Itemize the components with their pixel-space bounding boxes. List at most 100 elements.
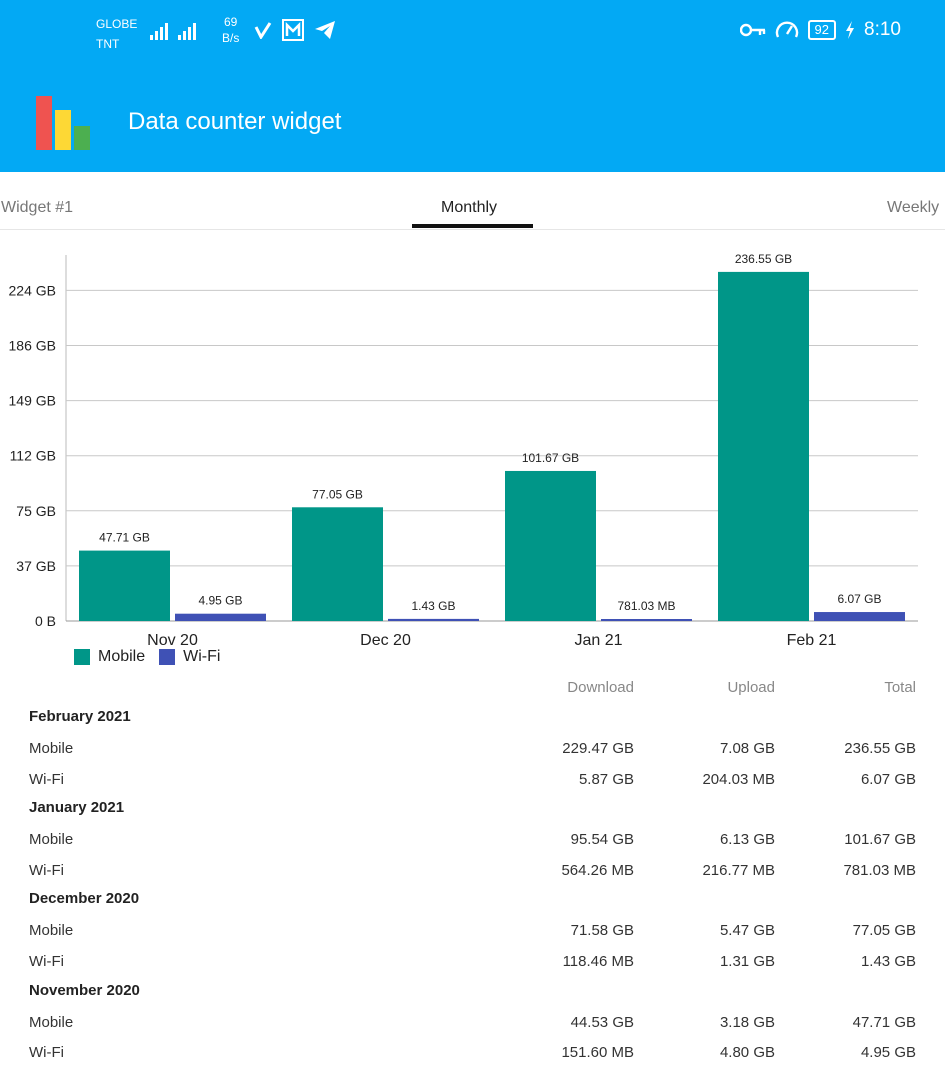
legend-label-wifi: Wi-Fi <box>183 648 221 665</box>
total-cell: 4.95 GB <box>860 1044 916 1062</box>
legend-item-mobile: Mobile <box>74 648 145 666</box>
total-cell: 236.55 GB <box>844 740 916 757</box>
y-tick-label: 75 GB <box>16 503 56 519</box>
table-row: Mobile 229.47 GB 7.08 GB 236.55 GB <box>0 733 945 764</box>
bar-value-label: 6.07 GB <box>837 592 881 606</box>
app-logo-icon <box>36 96 90 150</box>
month-heading: November 2020 <box>29 981 140 999</box>
tab-bar: Widget #1 Monthly Weekly <box>0 172 945 230</box>
mail-icon <box>282 19 304 41</box>
total-cell: 6.07 GB <box>860 770 916 788</box>
speedometer-icon <box>775 21 798 38</box>
upload-cell: 3.18 GB <box>719 1013 775 1031</box>
upload-cell: 5.47 GB <box>719 922 775 940</box>
table-row: Wi-Fi 5.87 GB 204.03 MB 6.07 GB <box>0 764 945 795</box>
table-row: Mobile 44.53 GB 3.18 GB 47.71 GB <box>0 1007 945 1038</box>
clock: 8:10 <box>864 19 901 40</box>
bar-wifi <box>814 612 905 621</box>
charging-icon <box>846 21 855 39</box>
bar-wifi <box>388 618 479 621</box>
x-tick-label: Nov 20 <box>147 632 198 649</box>
legend-swatch-mobile <box>74 649 90 665</box>
table-row: Wi-Fi 118.46 MB 1.31 GB 1.43 GB <box>0 946 945 977</box>
legend-label-mobile: Mobile <box>98 648 146 665</box>
month-heading: February 2021 <box>29 708 131 725</box>
legend-swatch-wifi <box>159 649 176 665</box>
download-cell: 229.47 GB <box>562 740 634 757</box>
month-heading: December 2020 <box>29 890 140 908</box>
app-header: GLOBE TNT 69 B/s 92 8:10 Data counter wi… <box>0 0 945 172</box>
row-label: Wi-Fi <box>29 861 64 879</box>
bar-value-label: 4.95 GB <box>198 594 242 608</box>
column-total: Total <box>884 679 916 696</box>
x-tick-label: Feb 21 <box>787 632 837 649</box>
table-row: Wi-Fi 151.60 MB 4.80 GB 4.95 GB <box>0 1037 945 1068</box>
x-tick-label: Jan 21 <box>574 632 622 649</box>
y-tick-label: 112 GB <box>10 448 56 464</box>
month-heading: January 2021 <box>29 799 125 817</box>
download-cell: 44.53 GB <box>570 1013 634 1031</box>
carrier-1: GLOBE <box>96 17 138 31</box>
y-tick-label: 0 B <box>35 613 56 629</box>
network-speed: 69 B/s <box>222 14 239 46</box>
app-title: Data counter widget <box>128 108 342 135</box>
row-label: Mobile <box>29 922 74 940</box>
row-label: Wi-Fi <box>29 770 64 788</box>
row-label: Mobile <box>29 740 74 757</box>
upload-cell: 4.80 GB <box>719 1044 775 1062</box>
tab-weekly[interactable]: Weekly <box>887 199 940 216</box>
bar-mobile <box>505 470 596 621</box>
table-header: Download Upload Total <box>0 673 945 703</box>
signal-strength-icon <box>178 20 196 40</box>
download-cell: 118.46 MB <box>562 952 634 970</box>
column-download: Download <box>567 679 634 696</box>
row-label: Wi-Fi <box>29 952 64 970</box>
key-icon <box>739 23 765 37</box>
row-label: Mobile <box>29 831 74 849</box>
usage-bar-chart: 0 B 37 GB 75 GB 112 GB 149 GB 186 GB 224 GB 47.… <box>9 252 918 649</box>
table-body: February 2021 Mobile 229.47 GB 7.08 GB 236.5… <box>0 703 945 1068</box>
download-cell: 151.60 MB <box>561 1044 634 1062</box>
download-cell: 564.26 MB <box>561 861 634 879</box>
bar-wifi <box>601 619 692 621</box>
tab-monthly[interactable]: Monthly <box>441 199 498 216</box>
battery-indicator: 92 <box>807 20 837 40</box>
legend-item-wifi: Wi-Fi <box>159 648 220 666</box>
bar-mobile <box>292 507 383 621</box>
status-right: 92 8:10 <box>739 19 901 41</box>
bar-value-label: 47.71 GB <box>99 531 150 545</box>
x-tick-label: Dec 20 <box>360 632 411 649</box>
carrier-names: GLOBE TNT <box>96 14 137 54</box>
total-cell: 47.71 GB <box>852 1013 916 1031</box>
active-tab-indicator <box>412 224 533 228</box>
bar-mobile <box>718 271 809 621</box>
total-cell: 77.05 GB <box>852 922 916 940</box>
usage-table: Download Upload Total February 2021 Mobil… <box>0 673 945 1068</box>
upload-cell: 216.77 MB <box>702 861 775 879</box>
download-cell: 95.54 GB <box>570 831 634 849</box>
row-label: Wi-Fi <box>29 1044 64 1062</box>
chart-legend: Mobile Wi-Fi <box>74 648 220 666</box>
table-row: Wi-Fi 564.26 MB 216.77 MB 781.03 MB <box>0 855 945 886</box>
y-tick-label: 149 GB <box>9 393 56 409</box>
bar-value-label: 781.03 MB <box>617 599 675 613</box>
bar-value-label: 1.43 GB <box>411 599 455 613</box>
y-tick-label: 186 GB <box>9 338 56 354</box>
check-icon <box>254 22 272 39</box>
row-label: Mobile <box>29 1013 74 1031</box>
tab-widget-1[interactable]: Widget #1 <box>1 199 74 216</box>
table-row: Mobile 71.58 GB 5.47 GB 77.05 GB <box>0 915 945 946</box>
telegram-icon <box>315 21 335 39</box>
download-cell: 71.58 GB <box>570 922 634 940</box>
upload-cell: 1.31 GB <box>719 952 775 970</box>
y-tick-label: 37 GB <box>16 558 56 574</box>
notification-icons <box>254 19 336 41</box>
bar-value-label: 77.05 GB <box>312 487 363 501</box>
bar-mobile <box>79 550 170 621</box>
column-upload: Upload <box>727 679 775 696</box>
bar-value-label: 236.55 GB <box>735 252 792 266</box>
bar-value-label: 101.67 GB <box>522 451 579 465</box>
upload-cell: 7.08 GB <box>719 740 775 757</box>
table-row: Mobile 95.54 GB 6.13 GB 101.67 GB <box>0 824 945 855</box>
y-tick-label: 224 GB <box>9 282 56 298</box>
